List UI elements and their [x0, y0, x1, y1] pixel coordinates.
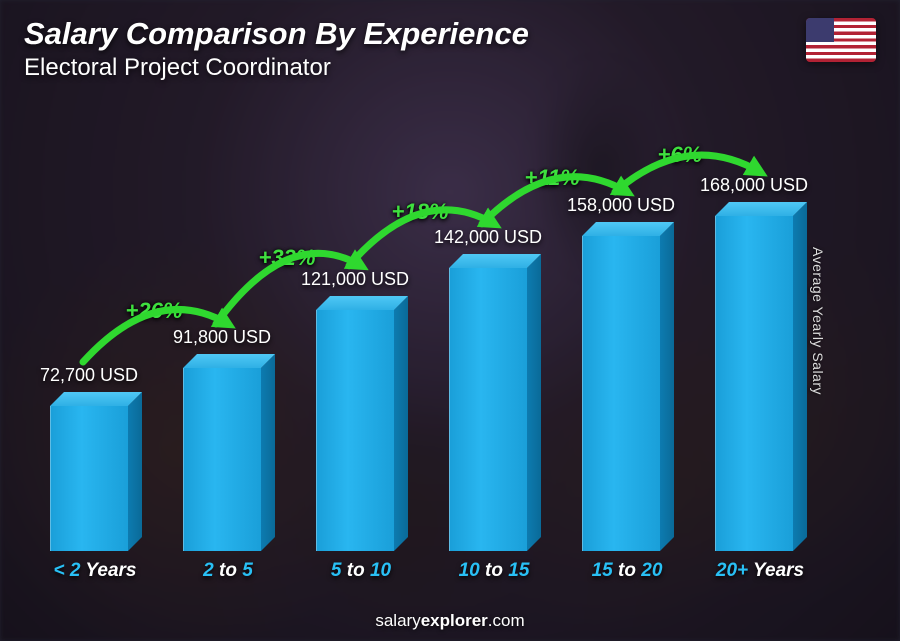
- content-layer: Salary Comparison By Experience Electora…: [0, 0, 900, 641]
- arc-layer: [40, 100, 840, 576]
- chart-subtitle: Electoral Project Coordinator: [24, 54, 331, 82]
- growth-arc: [615, 155, 760, 192]
- bar-chart: 72,700 USD< 2 Years91,800 USD2 to 5121,0…: [40, 100, 840, 576]
- growth-arc: [482, 177, 627, 224]
- chart-title: Salary Comparison By Experience: [24, 16, 529, 52]
- growth-arc: [216, 253, 361, 324]
- footer-pre: salary: [375, 611, 420, 630]
- footer-attribution: salaryexplorer.com: [0, 611, 900, 631]
- footer-bold: explorer: [421, 611, 488, 630]
- growth-arc: [349, 210, 494, 266]
- us-flag-icon: [806, 18, 876, 62]
- footer-post: .com: [488, 611, 525, 630]
- growth-arc: [83, 309, 228, 362]
